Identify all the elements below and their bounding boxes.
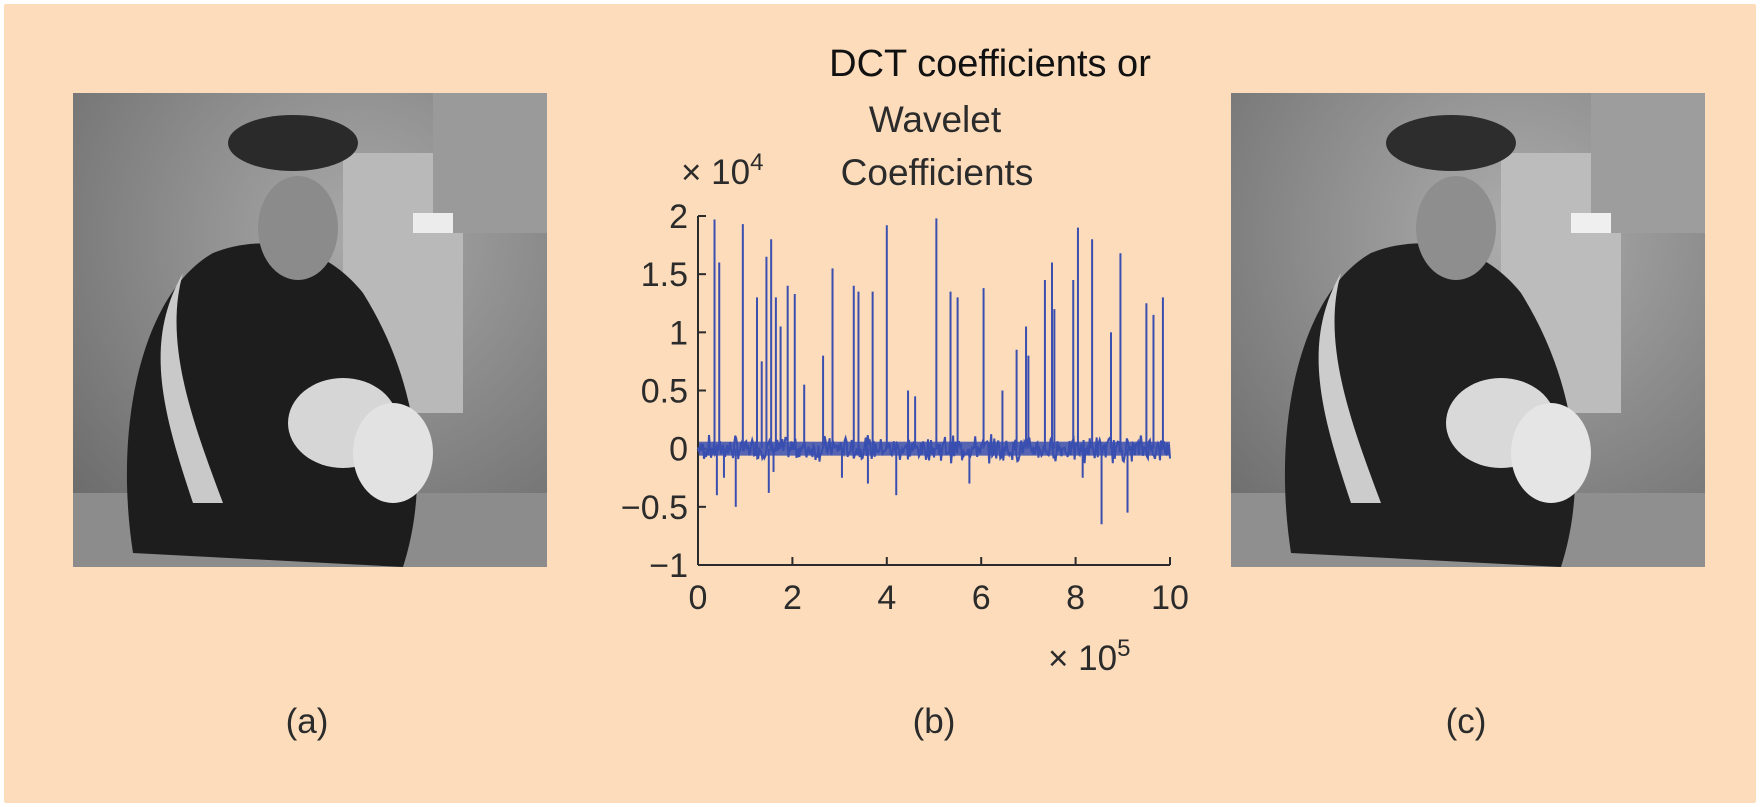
x-tick-label: 6: [972, 579, 991, 617]
y-tick-label: −0.5: [621, 489, 688, 527]
x-tick-label: 2: [783, 579, 802, 617]
x-axis-ticks: 0 2 4 6 8 10: [689, 557, 1189, 617]
x-tick-label: 0: [689, 579, 708, 617]
x-axis-multiplier-exponent: 5: [1117, 635, 1130, 662]
original-image: [73, 93, 547, 567]
y-tick-label: 1.5: [641, 256, 688, 294]
y-tick-label: 2: [669, 198, 688, 236]
x-tick-label: 4: [877, 579, 896, 617]
chart-title-line-1: DCT coefficients or: [829, 43, 1151, 85]
image-placeholder-a: [73, 93, 547, 567]
x-tick-label: 10: [1151, 579, 1189, 617]
x-axis-multiplier: × 105: [1048, 635, 1130, 678]
panel-label-a: (a): [285, 702, 329, 741]
reconstructed-image: [1231, 93, 1705, 567]
panel-label-b: (b): [912, 702, 956, 741]
coefficient-spikes: [713, 218, 1164, 525]
chart-title-line-2: Wavelet: [869, 99, 1002, 140]
y-axis-multiplier-exponent: 4: [750, 149, 763, 176]
coefficient-chart: DCT coefficients or Wavelet Coefficients…: [621, 43, 1189, 678]
chart-title-line-3: Coefficients: [841, 152, 1034, 193]
y-tick-label: 1: [669, 314, 688, 352]
y-tick-label: −1: [649, 547, 688, 585]
y-axis-ticks: 2 1.5 1 0.5 0 −0.5 −1: [621, 198, 706, 585]
panel-label-c: (c): [1445, 702, 1487, 741]
image-placeholder-c: [1231, 93, 1705, 567]
y-tick-label: 0.5: [641, 373, 688, 411]
y-axis-multiplier: × 104: [681, 149, 763, 192]
figure-background: DCT coefficients or Wavelet Coefficients…: [4, 4, 1756, 803]
y-tick-label: 0: [669, 431, 688, 469]
x-tick-label: 8: [1066, 579, 1085, 617]
